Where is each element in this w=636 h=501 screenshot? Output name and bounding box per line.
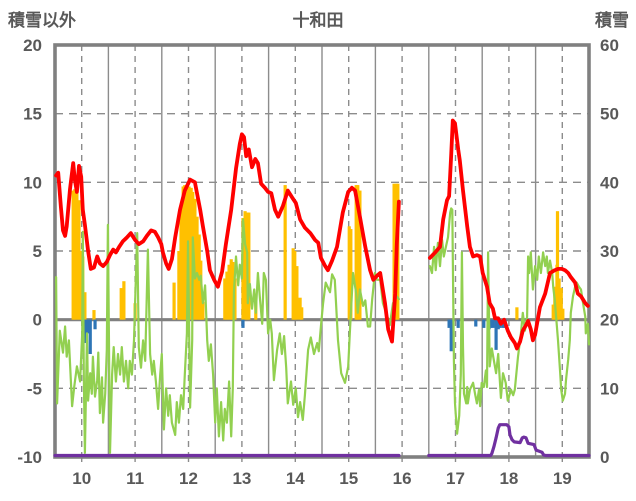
orange-bars [555,211,560,320]
left-axis-tick-label: 20 [23,36,42,55]
blue-bars [491,319,495,328]
orange-bars [557,278,561,320]
red-line [54,132,401,344]
right-axis-tick-label: 60 [600,36,619,55]
chart-title: 十和田 [292,11,344,30]
left-axis-tick-label: 15 [23,105,42,124]
orange-bars [83,292,87,320]
orange-bars [300,307,304,320]
orange-bars [298,297,302,320]
orange-bars [243,211,247,320]
x-axis-day-label: 12 [179,469,198,488]
orange-bars [177,251,181,320]
purple-line [427,423,591,458]
right-axis-tick-label: 0 [600,448,609,467]
x-axis-day-label: 16 [393,469,412,488]
orange-bars [119,288,123,320]
blue-bars [93,319,97,330]
left-axis-tick-label: 0 [33,311,42,330]
orange-bars [73,189,77,320]
orange-bars [77,200,81,320]
blue-bars [86,319,90,334]
blue-bars [489,319,493,328]
left-axis-tick-label: -10 [17,448,42,467]
orange-bars [559,288,563,320]
right-axis-tick-label: 10 [600,379,619,398]
blue-bars [84,319,88,344]
orange-bars [181,186,185,320]
x-axis-day-label: 15 [339,469,358,488]
red-line [427,118,590,351]
blue-bars [494,319,498,350]
right-axis-tick-label: 20 [600,311,619,330]
orange-bars [291,248,295,320]
orange-bars [75,191,79,320]
orange-bars [225,271,229,320]
orange-bars [356,185,360,320]
green-line [428,207,591,435]
orange-bars [283,185,287,320]
orange-bars [189,187,193,320]
blue-bars [241,319,245,328]
orange-bars [229,259,233,320]
left-axis-tick-label: 10 [23,173,42,192]
orange-bars [122,281,126,320]
orange-bars [392,183,396,320]
orange-bars [515,307,519,320]
left-axis-tick-label: 5 [33,242,42,261]
x-axis-day-label: 18 [499,469,518,488]
orange-bars [247,212,251,320]
orange-bars [201,301,205,320]
orange-bars [354,185,358,320]
orange-bars [227,264,231,320]
right-axis-tick-label: 50 [600,105,619,124]
orange-bars [92,310,96,320]
left-axis-title: 積雪以外 [8,11,76,30]
orange-bars [183,185,187,320]
orange-bars [561,308,565,320]
orange-bars [349,229,353,320]
left-axis-tick-label: -5 [27,379,42,398]
blue-bars [456,319,460,328]
orange-bars [199,260,203,320]
orange-bars [295,266,299,320]
x-axis-day-label: 14 [286,469,305,488]
right-axis-tick-label: 40 [600,173,619,192]
x-axis-day-label: 10 [72,469,91,488]
orange-bars [358,190,362,320]
blue-bars [449,319,453,352]
orange-bars [551,304,555,320]
blue-bars [88,319,92,354]
orange-bars [223,278,227,320]
x-axis-day-label: 17 [446,469,465,488]
blue-bars [496,319,500,330]
orange-bars [347,226,351,320]
blue-bars [474,319,478,327]
blue-bars [447,319,451,328]
x-axis-day-label: 19 [553,469,572,488]
blue-bars [482,319,486,328]
x-axis-day-label: 13 [232,469,251,488]
x-axis-day-label: 11 [126,469,144,488]
orange-bars [233,278,237,320]
orange-bars [71,190,75,320]
right-axis-title: 積雪 [595,11,629,30]
green-line [54,218,400,454]
orange-bars [172,282,176,320]
orange-bars [79,251,83,320]
orange-bars [179,209,183,320]
orange-bars [231,261,235,320]
orange-bars [195,216,199,320]
right-axis-tick-label: 30 [600,242,619,261]
orange-bars [293,251,297,320]
